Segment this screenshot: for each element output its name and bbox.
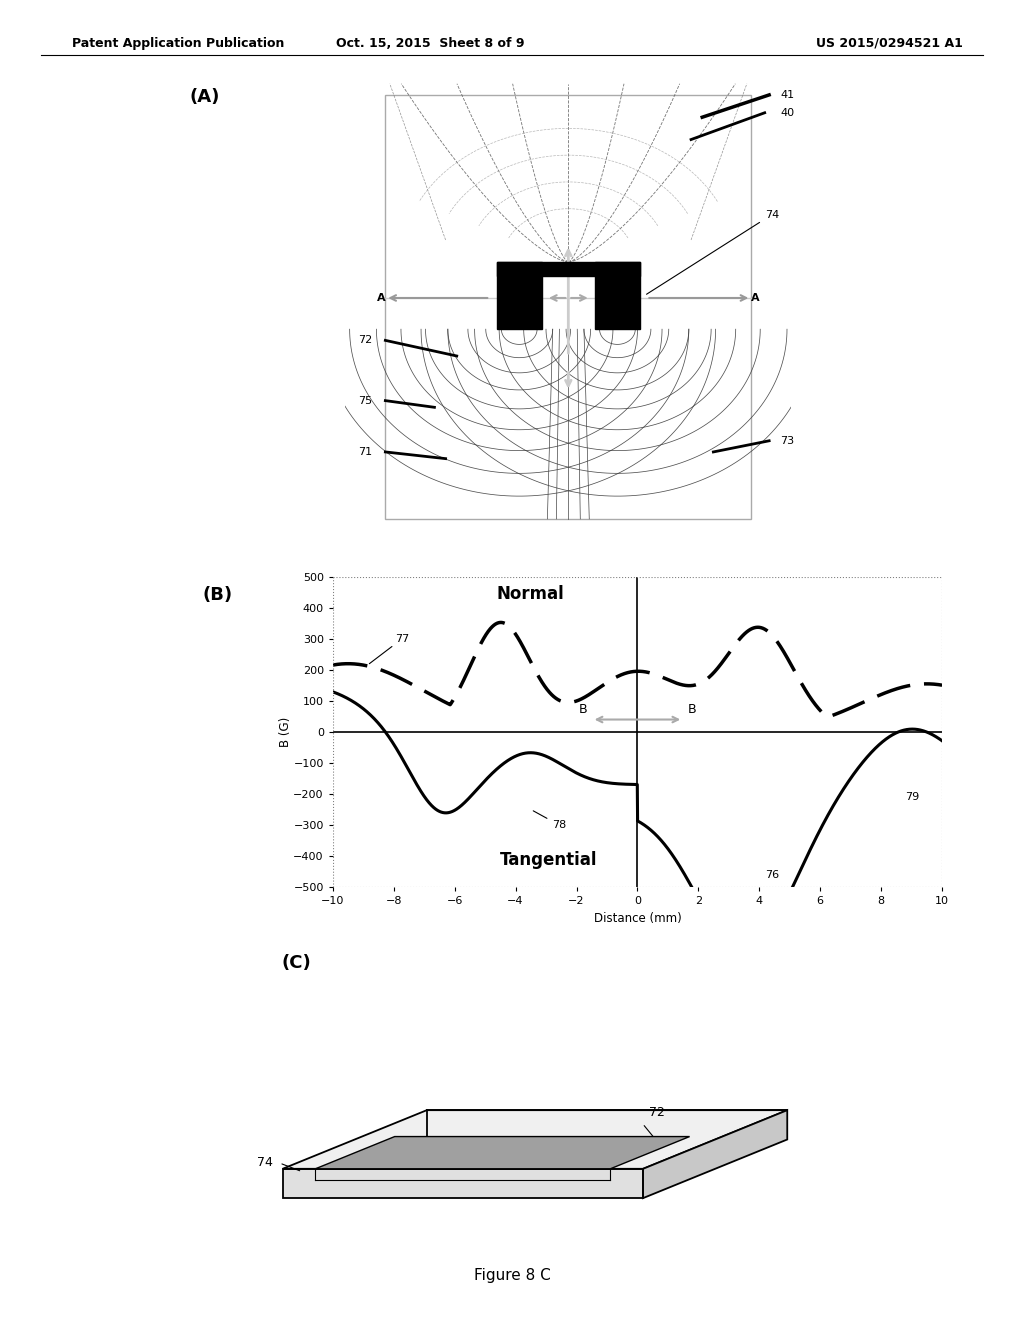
Text: Figure 8 C: Figure 8 C: [474, 1269, 550, 1283]
Text: 77: 77: [370, 634, 409, 664]
Bar: [595, 263, 640, 329]
Text: 78: 78: [534, 810, 566, 830]
Text: 40: 40: [780, 108, 795, 117]
Polygon shape: [283, 1110, 787, 1168]
Text: (C): (C): [282, 954, 311, 973]
Polygon shape: [283, 1168, 643, 1199]
Text: (B): (B): [203, 586, 232, 605]
Polygon shape: [315, 1137, 689, 1168]
Text: A: A: [752, 293, 760, 304]
Text: Oct. 15, 2015  Sheet 8 of 9: Oct. 15, 2015 Sheet 8 of 9: [336, 37, 524, 50]
Text: 79: 79: [905, 792, 920, 803]
Text: Tangential: Tangential: [501, 851, 598, 870]
Bar: [385, 95, 752, 519]
Text: 75: 75: [357, 396, 372, 405]
Text: 76: 76: [765, 870, 779, 879]
Bar: [497, 263, 542, 329]
Text: 72: 72: [649, 1106, 665, 1119]
Text: B: B: [688, 704, 696, 717]
Text: B: B: [579, 704, 587, 717]
Bar: [497, 263, 640, 276]
Text: Patent Application Publication: Patent Application Publication: [72, 37, 284, 50]
X-axis label: Distance (mm): Distance (mm): [594, 912, 681, 924]
Text: 73: 73: [780, 436, 795, 446]
Text: 71: 71: [357, 447, 372, 457]
Text: 74: 74: [257, 1156, 272, 1170]
Text: 72: 72: [357, 335, 372, 346]
Text: A: A: [377, 293, 385, 304]
Text: B: B: [609, 284, 616, 294]
Text: B: B: [520, 284, 527, 294]
Y-axis label: B (G): B (G): [279, 717, 292, 747]
Text: 74: 74: [646, 210, 779, 294]
Text: Normal: Normal: [497, 585, 564, 602]
Text: 41: 41: [780, 90, 795, 100]
Polygon shape: [643, 1110, 787, 1199]
Text: US 2015/0294521 A1: US 2015/0294521 A1: [816, 37, 963, 50]
Text: (A): (A): [189, 88, 220, 107]
